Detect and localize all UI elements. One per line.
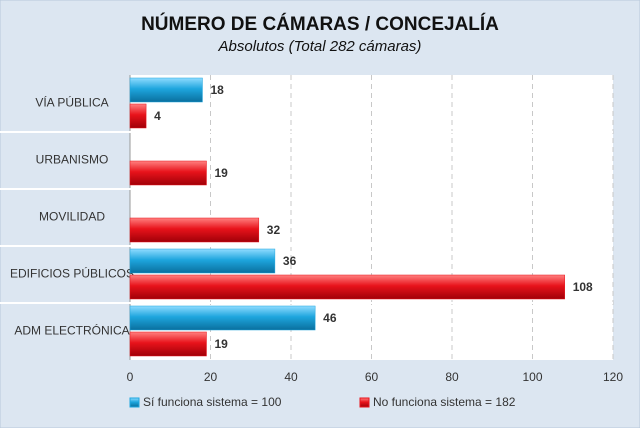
bar: [129, 331, 207, 357]
x-tick-label: 100: [522, 370, 542, 384]
bar: [129, 217, 260, 243]
value-label: 19: [214, 166, 228, 180]
y-tick-label: URBANISMO: [36, 153, 109, 167]
x-tick-label: 80: [445, 370, 459, 384]
value-label: 18: [210, 83, 224, 97]
bar: [129, 103, 147, 129]
bar: [129, 248, 276, 274]
value-label: 108: [573, 280, 593, 294]
legend-swatch: [129, 397, 140, 408]
legend-label: No funciona sistema = 182: [373, 395, 516, 409]
x-tick-label: 60: [365, 370, 379, 384]
legend-label: Sí funciona sistema = 100: [143, 395, 282, 409]
y-tick-label: MOVILIDAD: [39, 210, 105, 224]
x-tick-label: 40: [284, 370, 298, 384]
x-tick-label: 0: [127, 370, 134, 384]
chart-subtitle: Absolutos (Total 282 cámaras): [218, 38, 422, 55]
value-label: 4: [154, 109, 161, 123]
y-tick-label: VÍA PÚBLICA: [35, 95, 108, 110]
value-label: 36: [283, 254, 297, 268]
bar: [129, 274, 565, 300]
x-tick-label: 20: [204, 370, 218, 384]
y-tick-label: ADM ELECTRÓNICA: [14, 323, 129, 338]
value-label: 32: [267, 223, 281, 237]
chart-title: NÚMERO DE CÁMARAS / CONCEJALÍA: [141, 13, 499, 35]
bar: [129, 77, 203, 103]
value-label: 46: [323, 311, 337, 325]
y-tick-label: EDIFICIOS PÚBLICOS: [10, 266, 134, 281]
bar: [129, 305, 316, 331]
x-tick-label: 120: [603, 370, 623, 384]
legend-swatch: [359, 397, 370, 408]
value-label: 19: [214, 337, 228, 351]
bar: [129, 160, 207, 186]
